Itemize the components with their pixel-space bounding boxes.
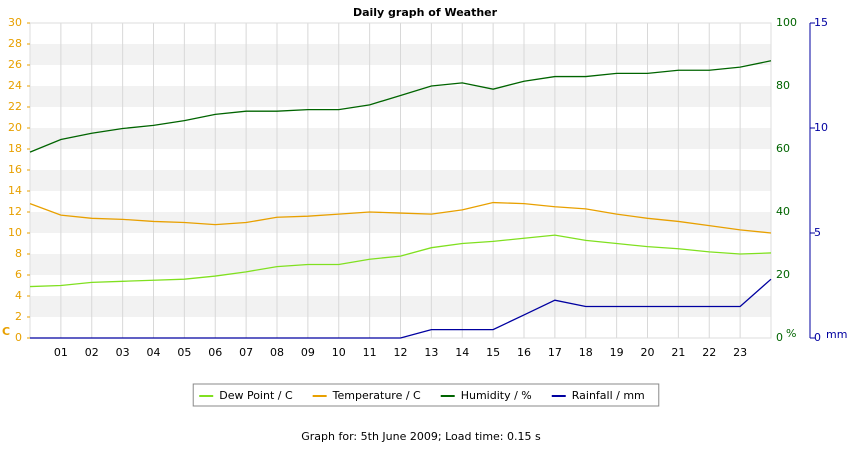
y3-tick-label: 5 (814, 226, 821, 239)
grid (30, 23, 771, 338)
x-tick-label: 13 (424, 346, 438, 359)
x-tick-label: 17 (548, 346, 562, 359)
y3-tick-label: 10 (814, 121, 828, 134)
x-tick-label: 04 (147, 346, 161, 359)
y-tick-label: 14 (8, 184, 22, 197)
y-tick-label: 6 (15, 268, 22, 281)
y-tick-label: 28 (8, 37, 22, 50)
x-tick-label: 11 (363, 346, 377, 359)
y-tick-label: 10 (8, 226, 22, 239)
y-tick-label: 18 (8, 142, 22, 155)
legend-label: Dew Point / C (219, 389, 293, 402)
series-line (30, 278, 772, 339)
y2-axis-label: % (786, 327, 796, 340)
legend-label: Rainfall / mm (572, 389, 645, 402)
y-tick-label: 12 (8, 205, 22, 218)
y-tick-label: 2 (15, 310, 22, 323)
y3-tick-label: 0 (814, 331, 821, 344)
series-line (29, 201, 772, 234)
x-tick-label: 21 (671, 346, 685, 359)
chart-title: Daily graph of Weather (353, 6, 498, 19)
x-tick-label: 16 (517, 346, 531, 359)
x-tick-label: 09 (301, 346, 315, 359)
x-tick-label: 02 (85, 346, 99, 359)
legend-box (192, 383, 660, 407)
legend: Dew Point / C Temperature / C Humidity / %… (192, 383, 660, 407)
series-line (29, 234, 772, 288)
y-tick-label: 30 (8, 16, 22, 29)
x-tick-label: 08 (270, 346, 284, 359)
y-tick-label: 8 (15, 247, 22, 260)
x-tick-label: 01 (54, 346, 68, 359)
y-axis-label: C (2, 325, 10, 338)
y2-tick-label: 0 (776, 331, 783, 344)
x-tick-label: 14 (455, 346, 469, 359)
x-tick-label: 15 (486, 346, 500, 359)
x-tick-label: 18 (579, 346, 593, 359)
x-tick-label: 20 (641, 346, 655, 359)
y-tick-label: 20 (8, 121, 22, 134)
y-tick-label: 22 (8, 100, 22, 113)
x-tick-label: 05 (177, 346, 191, 359)
x-tick-label: 06 (208, 346, 222, 359)
y2-tick-label: 20 (776, 268, 790, 281)
y3-axis-label: mm (826, 328, 847, 341)
x-tick-label: 23 (733, 346, 747, 359)
y2-tick-label: 80 (776, 79, 790, 92)
legend-label: Humidity / % (461, 389, 532, 402)
series-line (29, 60, 772, 153)
x-tick-label: 22 (702, 346, 716, 359)
y3-tick-label: 15 (814, 16, 828, 29)
legend-label: Temperature / C (332, 389, 421, 402)
y2-tick-label: 40 (776, 205, 790, 218)
y2-tick-label: 100 (776, 16, 797, 29)
x-tick-label: 03 (116, 346, 130, 359)
y-tick-label: 4 (15, 289, 22, 302)
y2-tick-label: 60 (776, 142, 790, 155)
x-tick-label: 10 (332, 346, 346, 359)
y-tick-label: 16 (8, 163, 22, 176)
x-tick-label: 19 (610, 346, 624, 359)
footer: Graph for: 5th June 2009; Load time: 0.1… (301, 430, 541, 443)
y-tick-label: 24 (8, 79, 22, 92)
y-tick-label: 26 (8, 58, 22, 71)
x-tick-label: 07 (239, 346, 253, 359)
x-tick-label: 12 (394, 346, 408, 359)
y-tick-label: 0 (15, 331, 22, 344)
